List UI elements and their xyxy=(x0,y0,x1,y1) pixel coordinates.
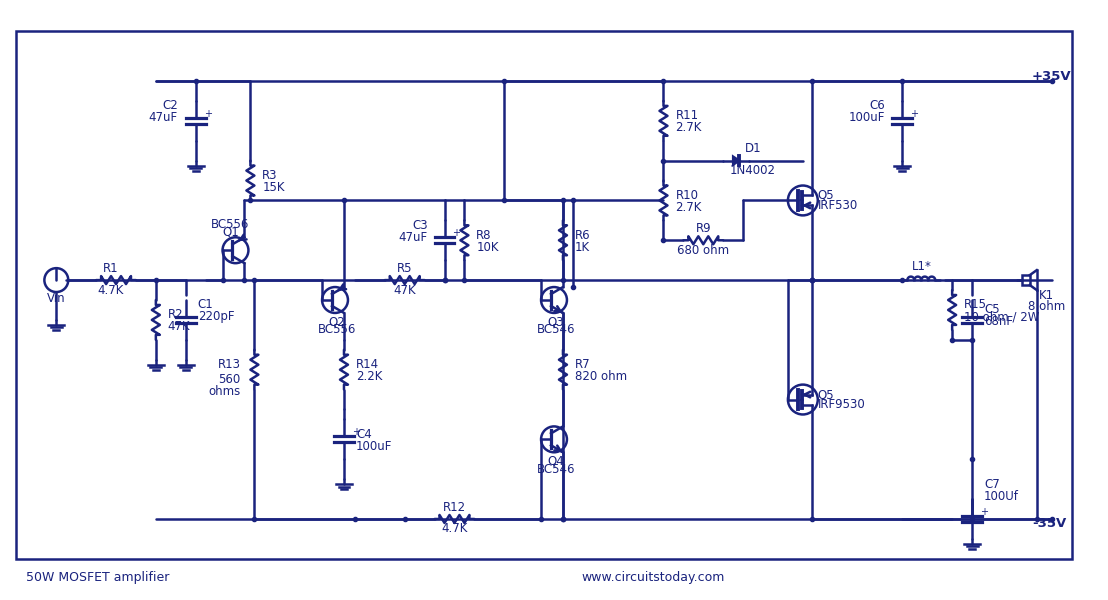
Text: R3: R3 xyxy=(263,169,278,182)
Text: 100Uf: 100Uf xyxy=(984,490,1019,503)
Text: C4: C4 xyxy=(356,428,371,441)
Text: R14: R14 xyxy=(356,358,379,371)
Text: 1N4002: 1N4002 xyxy=(730,164,776,177)
Text: 560: 560 xyxy=(218,373,240,386)
Text: BC556: BC556 xyxy=(318,323,356,337)
Text: Q5: Q5 xyxy=(818,189,834,202)
Text: L1*: L1* xyxy=(912,260,932,272)
Text: Q5: Q5 xyxy=(818,388,834,401)
Text: 47uF: 47uF xyxy=(148,112,177,124)
Text: C6: C6 xyxy=(870,100,885,112)
Text: R11: R11 xyxy=(676,109,698,122)
Text: 680 ohm: 680 ohm xyxy=(677,244,729,257)
Text: Vin: Vin xyxy=(47,292,65,305)
Text: C2: C2 xyxy=(162,100,177,112)
Text: C3: C3 xyxy=(412,219,428,232)
Text: C1: C1 xyxy=(197,298,214,311)
Text: ohms: ohms xyxy=(208,385,240,398)
Text: D1: D1 xyxy=(745,142,761,155)
Text: 1K: 1K xyxy=(575,241,591,254)
Text: Q1: Q1 xyxy=(222,226,239,239)
Text: 2.7K: 2.7K xyxy=(676,121,701,134)
Text: -35V: -35V xyxy=(1032,517,1066,530)
Text: IRF9530: IRF9530 xyxy=(818,398,865,411)
Text: 100uF: 100uF xyxy=(356,440,392,453)
Text: +: + xyxy=(452,228,461,238)
Text: BC546: BC546 xyxy=(536,463,575,476)
Text: 100uF: 100uF xyxy=(849,112,885,124)
Text: 8 ohm: 8 ohm xyxy=(1028,301,1065,313)
Text: 220pF: 220pF xyxy=(197,310,234,323)
Text: C5: C5 xyxy=(984,304,999,316)
Text: 4.7K: 4.7K xyxy=(98,284,124,296)
Text: 2.2K: 2.2K xyxy=(356,370,382,383)
Text: R10: R10 xyxy=(676,189,698,202)
Text: +: + xyxy=(352,427,360,437)
Text: R7: R7 xyxy=(575,358,591,371)
Text: R13: R13 xyxy=(217,358,240,371)
Text: R8: R8 xyxy=(476,229,492,242)
Text: Q4: Q4 xyxy=(547,455,564,468)
Text: Q2: Q2 xyxy=(329,316,346,328)
Text: R12: R12 xyxy=(443,500,466,514)
Text: www.circuitstoday.com: www.circuitstoday.com xyxy=(582,571,726,584)
Text: 820 ohm: 820 ohm xyxy=(575,370,627,383)
Text: R9: R9 xyxy=(696,222,711,235)
Text: +35V: +35V xyxy=(1032,70,1071,83)
Text: R1: R1 xyxy=(103,262,119,275)
Text: BC556: BC556 xyxy=(212,218,249,231)
Text: 47uF: 47uF xyxy=(399,231,428,244)
Polygon shape xyxy=(733,157,739,164)
Text: IRF530: IRF530 xyxy=(818,199,858,212)
Text: BC546: BC546 xyxy=(536,323,575,337)
Text: 50W MOSFET amplifier: 50W MOSFET amplifier xyxy=(27,571,170,584)
Text: 4.7K: 4.7K xyxy=(441,523,468,535)
Text: 47K: 47K xyxy=(167,320,191,334)
Text: +: + xyxy=(979,507,988,517)
Text: C7: C7 xyxy=(984,478,999,491)
Text: K1: K1 xyxy=(1039,289,1055,302)
Text: 15K: 15K xyxy=(263,181,285,194)
Text: R5: R5 xyxy=(397,262,412,275)
Text: Q3: Q3 xyxy=(547,316,564,328)
Text: 47K: 47K xyxy=(393,284,416,296)
Text: R6: R6 xyxy=(575,229,591,242)
Text: 10K: 10K xyxy=(476,241,499,254)
Text: 2.7K: 2.7K xyxy=(676,201,701,214)
Text: 10 ohm / 2W: 10 ohm / 2W xyxy=(964,310,1039,323)
Text: R15: R15 xyxy=(964,298,987,311)
Text: +: + xyxy=(204,109,212,119)
Text: R2: R2 xyxy=(167,308,184,322)
Text: 68nF: 68nF xyxy=(984,316,1013,328)
Text: +: + xyxy=(911,109,919,119)
